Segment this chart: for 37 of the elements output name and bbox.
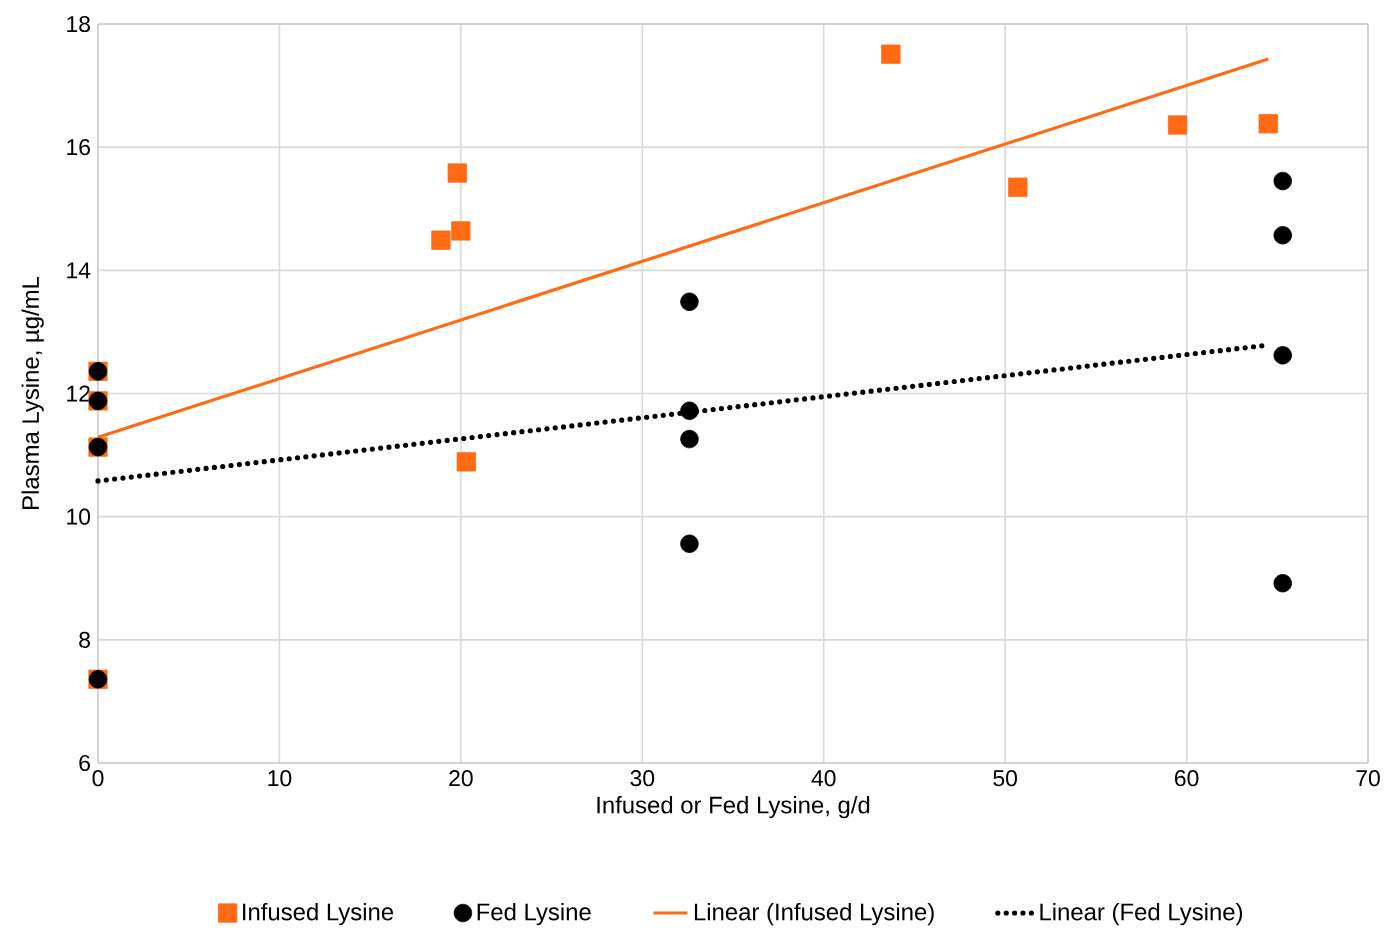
x-tick-label: 10 [268, 770, 292, 787]
x-tick-label: 0 [92, 770, 104, 787]
point [680, 429, 699, 449]
legend-label: Fed Lysine [477, 902, 591, 926]
y-tick-label: 6 [79, 754, 90, 772]
point [881, 44, 901, 64]
point [680, 401, 699, 420]
x-tick-label: 40 [811, 770, 836, 787]
y-tick-label: 12 [67, 385, 90, 402]
point [1258, 114, 1278, 134]
y-tick-label: 18 [67, 15, 90, 33]
x-tick-label: 50 [993, 770, 1017, 787]
point [1273, 226, 1292, 245]
y-tick-label: 14 [67, 262, 91, 279]
legend-label: Linear (Fed Lysine) [1040, 902, 1243, 926]
point [1008, 177, 1028, 197]
point [1273, 346, 1292, 365]
x-tick-label: 60 [1174, 770, 1199, 787]
legend-label: Infused Lysine [243, 902, 394, 926]
point [1273, 171, 1292, 191]
point [1167, 115, 1188, 135]
x-tick-label: 70 [1356, 770, 1380, 787]
y-tick-label: 8 [79, 631, 90, 648]
x-tick-label: 20 [449, 770, 473, 787]
y-tick-label: 16 [67, 139, 90, 156]
y-axis-title: Plasma Lysine, µg/mL [21, 276, 44, 509]
point [680, 292, 699, 311]
point [447, 163, 467, 183]
legend-label: Linear (Infused Lysine) [694, 902, 934, 926]
point [431, 230, 451, 250]
x-axis-title: Infused or Fed Lysine, g/d [597, 795, 870, 819]
y-tick-label: 10 [67, 508, 91, 525]
point [1273, 573, 1292, 593]
x-tick-label: 30 [630, 770, 655, 787]
point [456, 452, 476, 472]
point [680, 534, 699, 553]
point [451, 221, 471, 241]
